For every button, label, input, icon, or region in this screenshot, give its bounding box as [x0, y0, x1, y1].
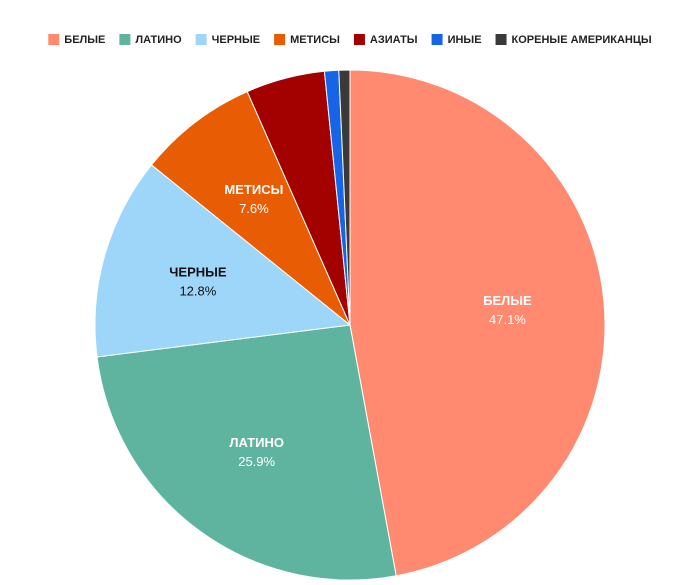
legend-label: МЕТИСЫ	[290, 34, 340, 46]
pie-slice	[96, 324, 397, 581]
slice-value: 12.8%	[179, 283, 216, 298]
legend-swatch	[431, 34, 443, 45]
slice-value: 7.6%	[239, 201, 269, 216]
legend-swatch	[48, 34, 60, 45]
legend-label: ИНЫЕ	[448, 34, 482, 46]
legend-label: АЗИАТЫ	[370, 34, 418, 46]
pie-slice	[338, 69, 351, 326]
legend-swatch	[353, 34, 365, 45]
slice-label: БЕЛЫЕ	[483, 293, 532, 308]
pie-slice	[150, 90, 351, 326]
legend-label: БЕЛЫЕ	[64, 34, 105, 46]
pie-slice	[94, 164, 352, 358]
slice-value: 47.1%	[489, 312, 526, 327]
legend: БЕЛЫЕ ЛАТИНО ЧЕРНЫЕ МЕТИСЫ АЗИАТЫ ИНЫЕ КОРЕНЫЕ…	[48, 34, 652, 46]
legend-swatch	[119, 34, 131, 45]
legend-swatch	[274, 34, 286, 45]
legend-label: ЧЕРНЫЕ	[212, 34, 260, 46]
legend-label: КОРЕНЫЕ АМЕРИКАНЦЫ	[512, 34, 652, 46]
pie-slice	[349, 69, 606, 577]
legend-swatch	[195, 34, 207, 45]
slice-label: МЕТИСЫ	[224, 182, 283, 197]
legend-label: ЛАТИНО	[135, 34, 182, 46]
slice-label: ЛАТИНО	[229, 435, 284, 450]
slice-label: ЧЕРНЫЕ	[169, 264, 227, 279]
slice-value: 25.9%	[238, 454, 275, 469]
legend-swatch	[495, 34, 507, 45]
